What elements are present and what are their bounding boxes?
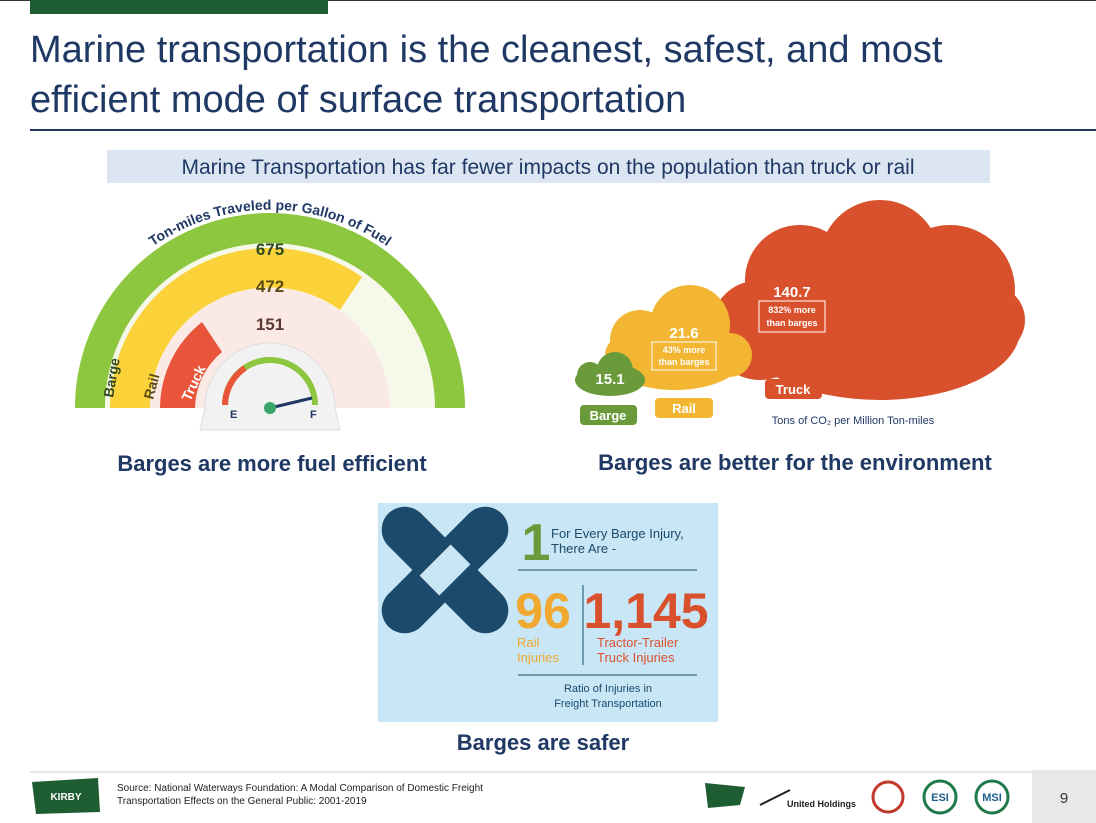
rail-ratio-text: Rail (517, 635, 540, 650)
truck-value: 140.7 (773, 284, 811, 301)
logo-mark (871, 780, 905, 814)
emissions-caption: Barges are better for the environment (598, 450, 992, 475)
rail-tag (655, 398, 713, 418)
barge-value: 675 (256, 240, 284, 259)
rail-ratio: 96 (515, 583, 571, 639)
gauge-needle (269, 396, 313, 410)
barge-value: 15.1 (595, 371, 624, 388)
gauge-hub (264, 402, 276, 414)
truck-band (160, 322, 222, 408)
title-line: Marine transportation is the cleanest, s… (30, 29, 943, 71)
logo-circle (974, 779, 1010, 815)
gauge-full: F (310, 409, 317, 421)
title-line: efficient mode of surface transportation (30, 79, 686, 121)
kirby-flag (32, 778, 100, 814)
truck-ratio: 1,145 (583, 583, 708, 639)
barge-label: Barge (590, 408, 627, 423)
logo-text: KIRBY (50, 792, 81, 803)
page-box (1032, 770, 1096, 823)
truck-tag (765, 379, 822, 399)
rail-note-box (651, 341, 717, 371)
banner-text: Marine Transportation has far fewer impa… (181, 156, 914, 179)
logo-circle (922, 779, 958, 815)
rail-value: 21.6 (669, 325, 698, 342)
gauge-empty: E (230, 409, 237, 421)
logo-text: MSI (982, 792, 1002, 804)
barge-cloud (575, 352, 645, 396)
source-text: Source: National Waterways Foundation: A… (117, 783, 483, 794)
gauge-dial (199, 342, 341, 431)
truck-note: than barges (766, 318, 817, 328)
rail-value: 472 (256, 277, 284, 296)
rail-label: Rail (140, 372, 162, 401)
banner-box (107, 150, 990, 183)
logo-text: ESI (931, 792, 949, 804)
emissions-unit: Tons of CO₂ per Million Ton-miles (772, 415, 935, 427)
gauge-scale-low (222, 365, 247, 406)
ratio-footer: Ratio of Injuries in (564, 683, 652, 695)
barge-ratio-text: There Are - (551, 541, 616, 556)
rail-note: than barges (658, 357, 709, 367)
page-number: 9 (1060, 790, 1068, 807)
rail-note: 43% more (663, 345, 706, 355)
logo-text: United Holdings (787, 799, 856, 809)
rail-label: Rail (672, 401, 696, 416)
source-text: Transportation Effects on the General Pu… (117, 796, 367, 807)
truck-note: 832% more (768, 305, 816, 315)
truck-value: 151 (256, 315, 284, 334)
truck-ratio-text: Tractor-Trailer (597, 635, 679, 650)
truck-note-box (758, 300, 826, 333)
ratio-footer: Freight Transportation (554, 698, 662, 710)
barge-label: Barge (100, 356, 123, 398)
truck-label: Truck (776, 382, 811, 397)
barge-ratio: 1 (522, 514, 551, 572)
safety-caption: Barges are safer (457, 730, 630, 755)
rail-band (109, 247, 362, 408)
rail-ratio-text: Injuries (517, 650, 559, 665)
emissions: 15.1 21.6 140.7 43% more than barges 832… (575, 200, 1025, 427)
logo-mark (759, 789, 791, 806)
barge-tag (580, 405, 637, 425)
fuel-caption: Barges are more fuel efficient (117, 451, 427, 476)
bandage-icon (381, 506, 509, 634)
barge-ratio-text: For Every Barge Injury, (551, 526, 684, 541)
logo-flag (705, 783, 745, 808)
fuel-gauge: Ton-miles Traveled per Gallon of Fuel 67… (75, 197, 465, 431)
accent-bar (30, 0, 328, 14)
truck-ratio-text: Truck Injuries (597, 650, 675, 665)
